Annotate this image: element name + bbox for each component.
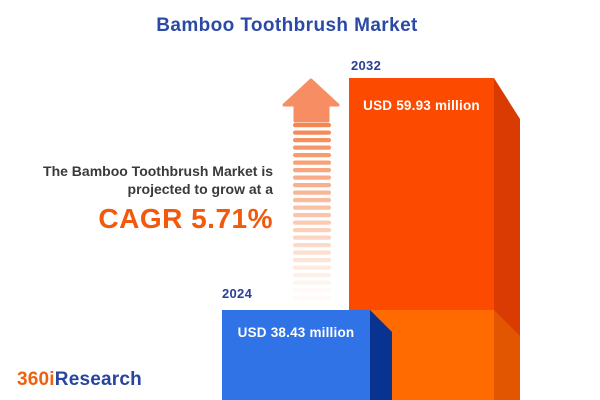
growth-statement: The Bamboo Toothbrush Market is projecte… <box>0 163 273 235</box>
year-label-2032: 2032 <box>351 58 382 73</box>
statement-line-1: The Bamboo Toothbrush Market is <box>43 163 273 179</box>
logo-research: Research <box>54 369 142 390</box>
bar-2024 <box>222 310 392 400</box>
year-label-2024: 2024 <box>222 286 253 301</box>
growth-arrow-icon <box>282 78 340 300</box>
bar-value-2024: USD 38.43 million <box>237 325 355 340</box>
cagr-value: CAGR 5.71% <box>98 203 273 234</box>
brand-logo: 360iResearch <box>17 369 142 391</box>
bar-value-2032: USD 59.93 million <box>363 98 480 113</box>
statement-line-2: projected to grow at a <box>127 180 273 197</box>
arrow-fade-stripes <box>293 123 331 300</box>
page-title: Bamboo Toothbrush Market <box>156 15 418 36</box>
logo-360i: 360i <box>17 369 55 390</box>
